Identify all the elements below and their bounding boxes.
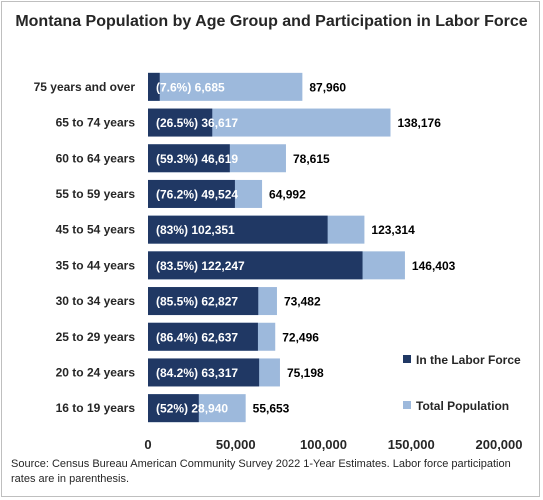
category-label: 45 to 54 years (56, 223, 136, 237)
labor-force-data-label: (26.5%) 36,617 (156, 116, 238, 130)
labor-force-data-label: (83%) 102,351 (156, 223, 235, 237)
labor-force-bar (148, 179, 235, 208)
labor-force-bar (148, 108, 213, 137)
category-label: 16 to 19 years (56, 401, 136, 415)
labor-force-bar (148, 251, 363, 280)
labor-force-data-label: (52%) 28,940 (156, 402, 228, 416)
labor-force-data-label: (85.5%) 62,827 (156, 295, 238, 309)
chart-title: Montana Population by Age Group and Part… (15, 13, 528, 30)
labor-force-data-label: (86.4%) 62,637 (156, 330, 238, 344)
category-label: 35 to 44 years (56, 258, 136, 272)
legend-swatch-labor-force (403, 355, 411, 363)
labor-force-bar (148, 287, 259, 316)
category-label: 55 to 59 years (56, 187, 136, 201)
category-label: 25 to 29 years (56, 330, 136, 344)
labor-force-data-label: (7.6%) 6,685 (156, 80, 225, 94)
labor-force-data-label: (76.2%) 49,524 (156, 187, 238, 201)
legend-swatch-total-population (403, 401, 411, 409)
category-label: 60 to 64 years (56, 151, 136, 165)
total-population-data-label: 55,653 (253, 402, 290, 416)
legend-label-labor-force: In the Labor Force (416, 353, 521, 367)
labor-force-data-label: (59.3%) 46,619 (156, 152, 238, 166)
labor-force-bar (148, 322, 258, 351)
category-label: 30 to 34 years (56, 294, 136, 308)
total-population-data-label: 75,198 (287, 366, 324, 380)
total-population-data-label: 138,176 (397, 116, 441, 130)
source-note: Source: Census Bureau American Community… (11, 458, 511, 485)
total-population-data-label: 64,992 (269, 187, 306, 201)
total-population-data-label: 146,403 (412, 259, 456, 273)
total-population-bar (148, 72, 303, 101)
total-population-data-label: 72,496 (282, 330, 319, 344)
category-label: 20 to 24 years (56, 365, 136, 379)
x-tick-label: 100,000 (300, 437, 347, 452)
x-tick-label: 150,000 (388, 437, 435, 452)
labor-force-bar (148, 72, 160, 101)
labor-force-data-label: (84.2%) 63,317 (156, 366, 238, 380)
labor-force-bar (148, 394, 199, 423)
total-population-data-label: 123,314 (371, 223, 415, 237)
category-label: 65 to 74 years (56, 116, 136, 130)
legend-label-total-population: Total Population (416, 399, 509, 413)
total-population-data-label: 73,482 (284, 295, 321, 309)
total-population-data-label: 87,960 (309, 80, 346, 94)
labor-force-data-label: (83.5%) 122,247 (156, 259, 245, 273)
labor-force-bar (148, 215, 328, 244)
x-tick-label: 50,000 (216, 437, 256, 452)
labor-force-bar (148, 358, 260, 387)
x-tick-label: 200,000 (476, 437, 523, 452)
x-tick-label: 0 (144, 437, 151, 452)
labor-force-bar (148, 144, 230, 173)
category-label: 75 years and over (34, 80, 136, 94)
total-population-data-label: 78,615 (293, 152, 330, 166)
